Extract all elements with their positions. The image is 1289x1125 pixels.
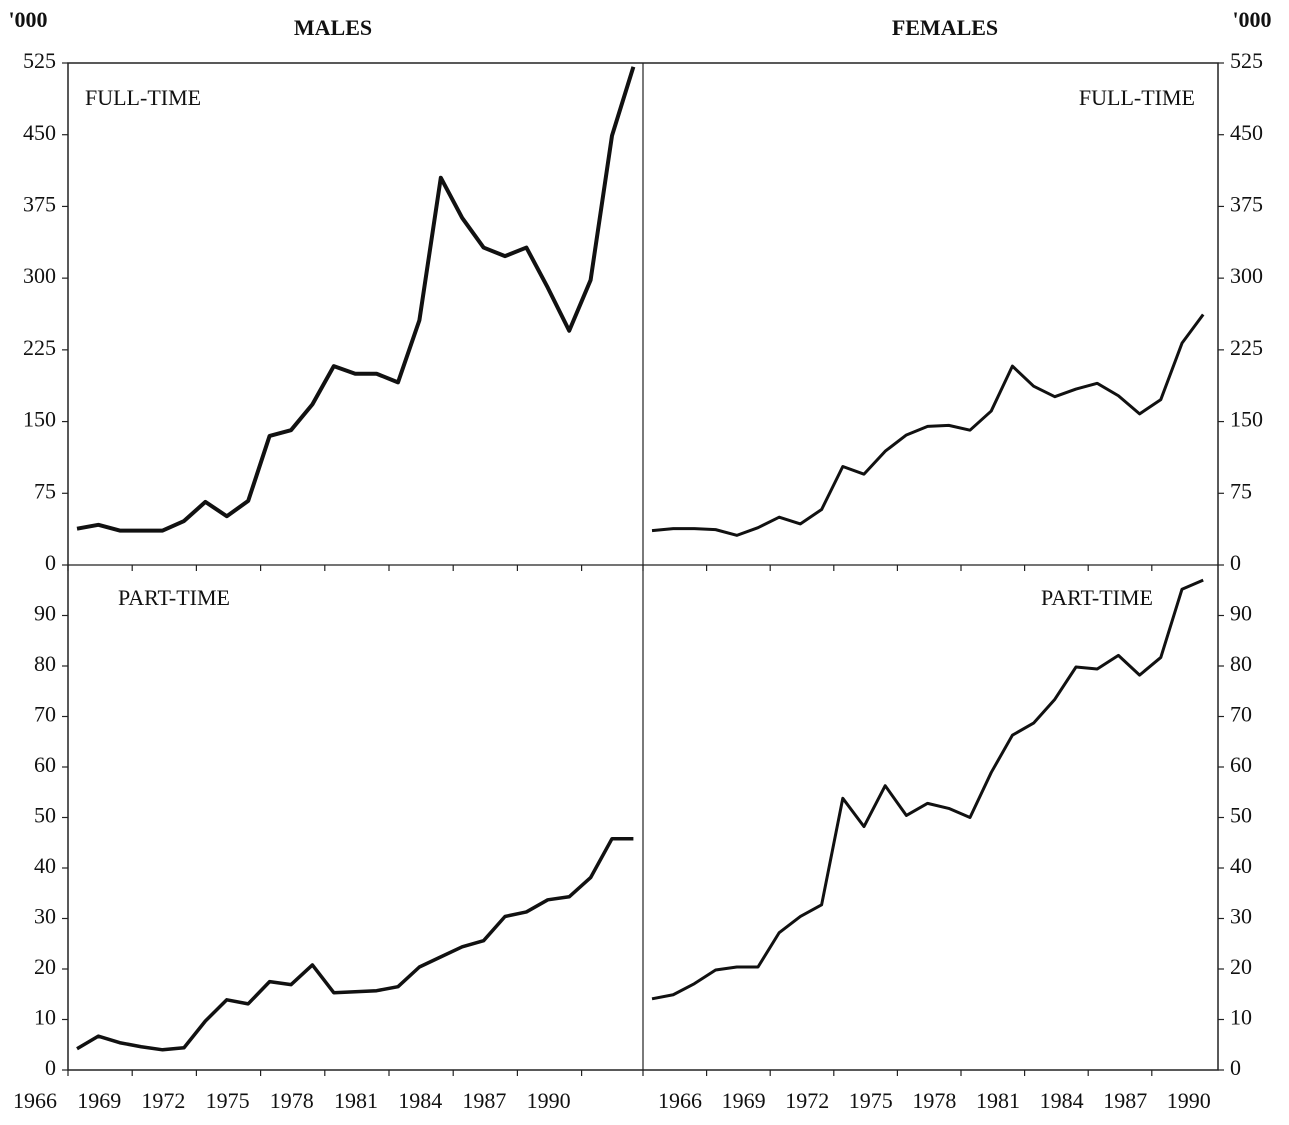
x-tick-label: 1987	[1103, 1088, 1147, 1113]
y-tick-label: 0	[45, 550, 56, 575]
y-tick-label: 0	[1230, 1055, 1241, 1080]
y-tick-label: 0	[1230, 550, 1241, 575]
x-tick-label: 1972	[141, 1088, 185, 1113]
x-tick-label: 1969	[722, 1088, 766, 1113]
y-tick-label: 60	[34, 752, 56, 777]
y-tick-label: 80	[1230, 651, 1252, 676]
y-tick-label: 90	[34, 601, 56, 626]
y-tick-label: 150	[1230, 407, 1263, 432]
y-tick-label: 375	[23, 191, 56, 216]
x-tick-label: 1975	[206, 1088, 250, 1113]
y-tick-label: 75	[34, 478, 56, 503]
y-tick-label: 40	[1230, 853, 1252, 878]
y-tick-label: 150	[23, 407, 56, 432]
y-tick-label: 90	[1230, 601, 1252, 626]
y-tick-label: 75	[1230, 478, 1252, 503]
x-tick-label: 1978	[912, 1088, 956, 1113]
x-tick-label: 1978	[270, 1088, 314, 1113]
y-axis-unit: '000	[8, 7, 47, 32]
y-tick-label: 525	[1230, 48, 1263, 73]
y-tick-label: 225	[1230, 335, 1263, 360]
y-tick-label: 70	[1230, 702, 1252, 727]
y-tick-label: 300	[1230, 263, 1263, 288]
x-tick-label: 1975	[849, 1088, 893, 1113]
x-tick-label: 1966	[13, 1088, 57, 1113]
y-tick-label: 225	[23, 335, 56, 360]
y-tick-label: 10	[34, 1005, 56, 1030]
y-tick-label: 450	[23, 120, 56, 145]
x-tick-label: 1984	[398, 1088, 442, 1113]
x-tick-label: 1984	[1040, 1088, 1084, 1113]
y-tick-label: 20	[1230, 954, 1252, 979]
y-tick-label: 60	[1230, 752, 1252, 777]
panel-label: PART-TIME	[118, 585, 230, 610]
y-tick-label: 30	[34, 904, 56, 929]
y-tick-label: 20	[34, 954, 56, 979]
x-tick-label: 1987	[462, 1088, 506, 1113]
y-tick-label: 10	[1230, 1005, 1252, 1030]
y-tick-label: 525	[23, 48, 56, 73]
y-tick-label: 70	[34, 702, 56, 727]
x-tick-label: 1990	[527, 1088, 571, 1113]
data-line	[76, 836, 634, 1052]
x-tick-label: 1981	[334, 1088, 378, 1113]
y-tick-label: 450	[1230, 120, 1263, 145]
panel-label: PART-TIME	[1041, 585, 1153, 610]
y-tick-label: 50	[1230, 803, 1252, 828]
data-line	[76, 66, 636, 533]
y-axis-unit: '000	[1232, 7, 1271, 32]
panel-title: MALES	[294, 15, 372, 40]
x-tick-label: 1966	[658, 1088, 702, 1113]
y-tick-label: 80	[34, 651, 56, 676]
data-line	[651, 313, 1205, 537]
y-tick-label: 375	[1230, 191, 1263, 216]
y-tick-label: 50	[34, 803, 56, 828]
panel-label: FULL-TIME	[1079, 85, 1195, 110]
y-tick-label: 40	[34, 853, 56, 878]
y-tick-label: 300	[23, 263, 56, 288]
x-tick-label: 1972	[785, 1088, 829, 1113]
y-tick-label: 0	[45, 1055, 56, 1080]
x-tick-label: 1990	[1167, 1088, 1211, 1113]
x-tick-label: 1969	[77, 1088, 121, 1113]
x-tick-label: 1981	[976, 1088, 1020, 1113]
panel-label: FULL-TIME	[85, 85, 201, 110]
y-tick-label: 30	[1230, 904, 1252, 929]
data-line	[651, 578, 1204, 1001]
panel-title: FEMALES	[892, 15, 998, 40]
